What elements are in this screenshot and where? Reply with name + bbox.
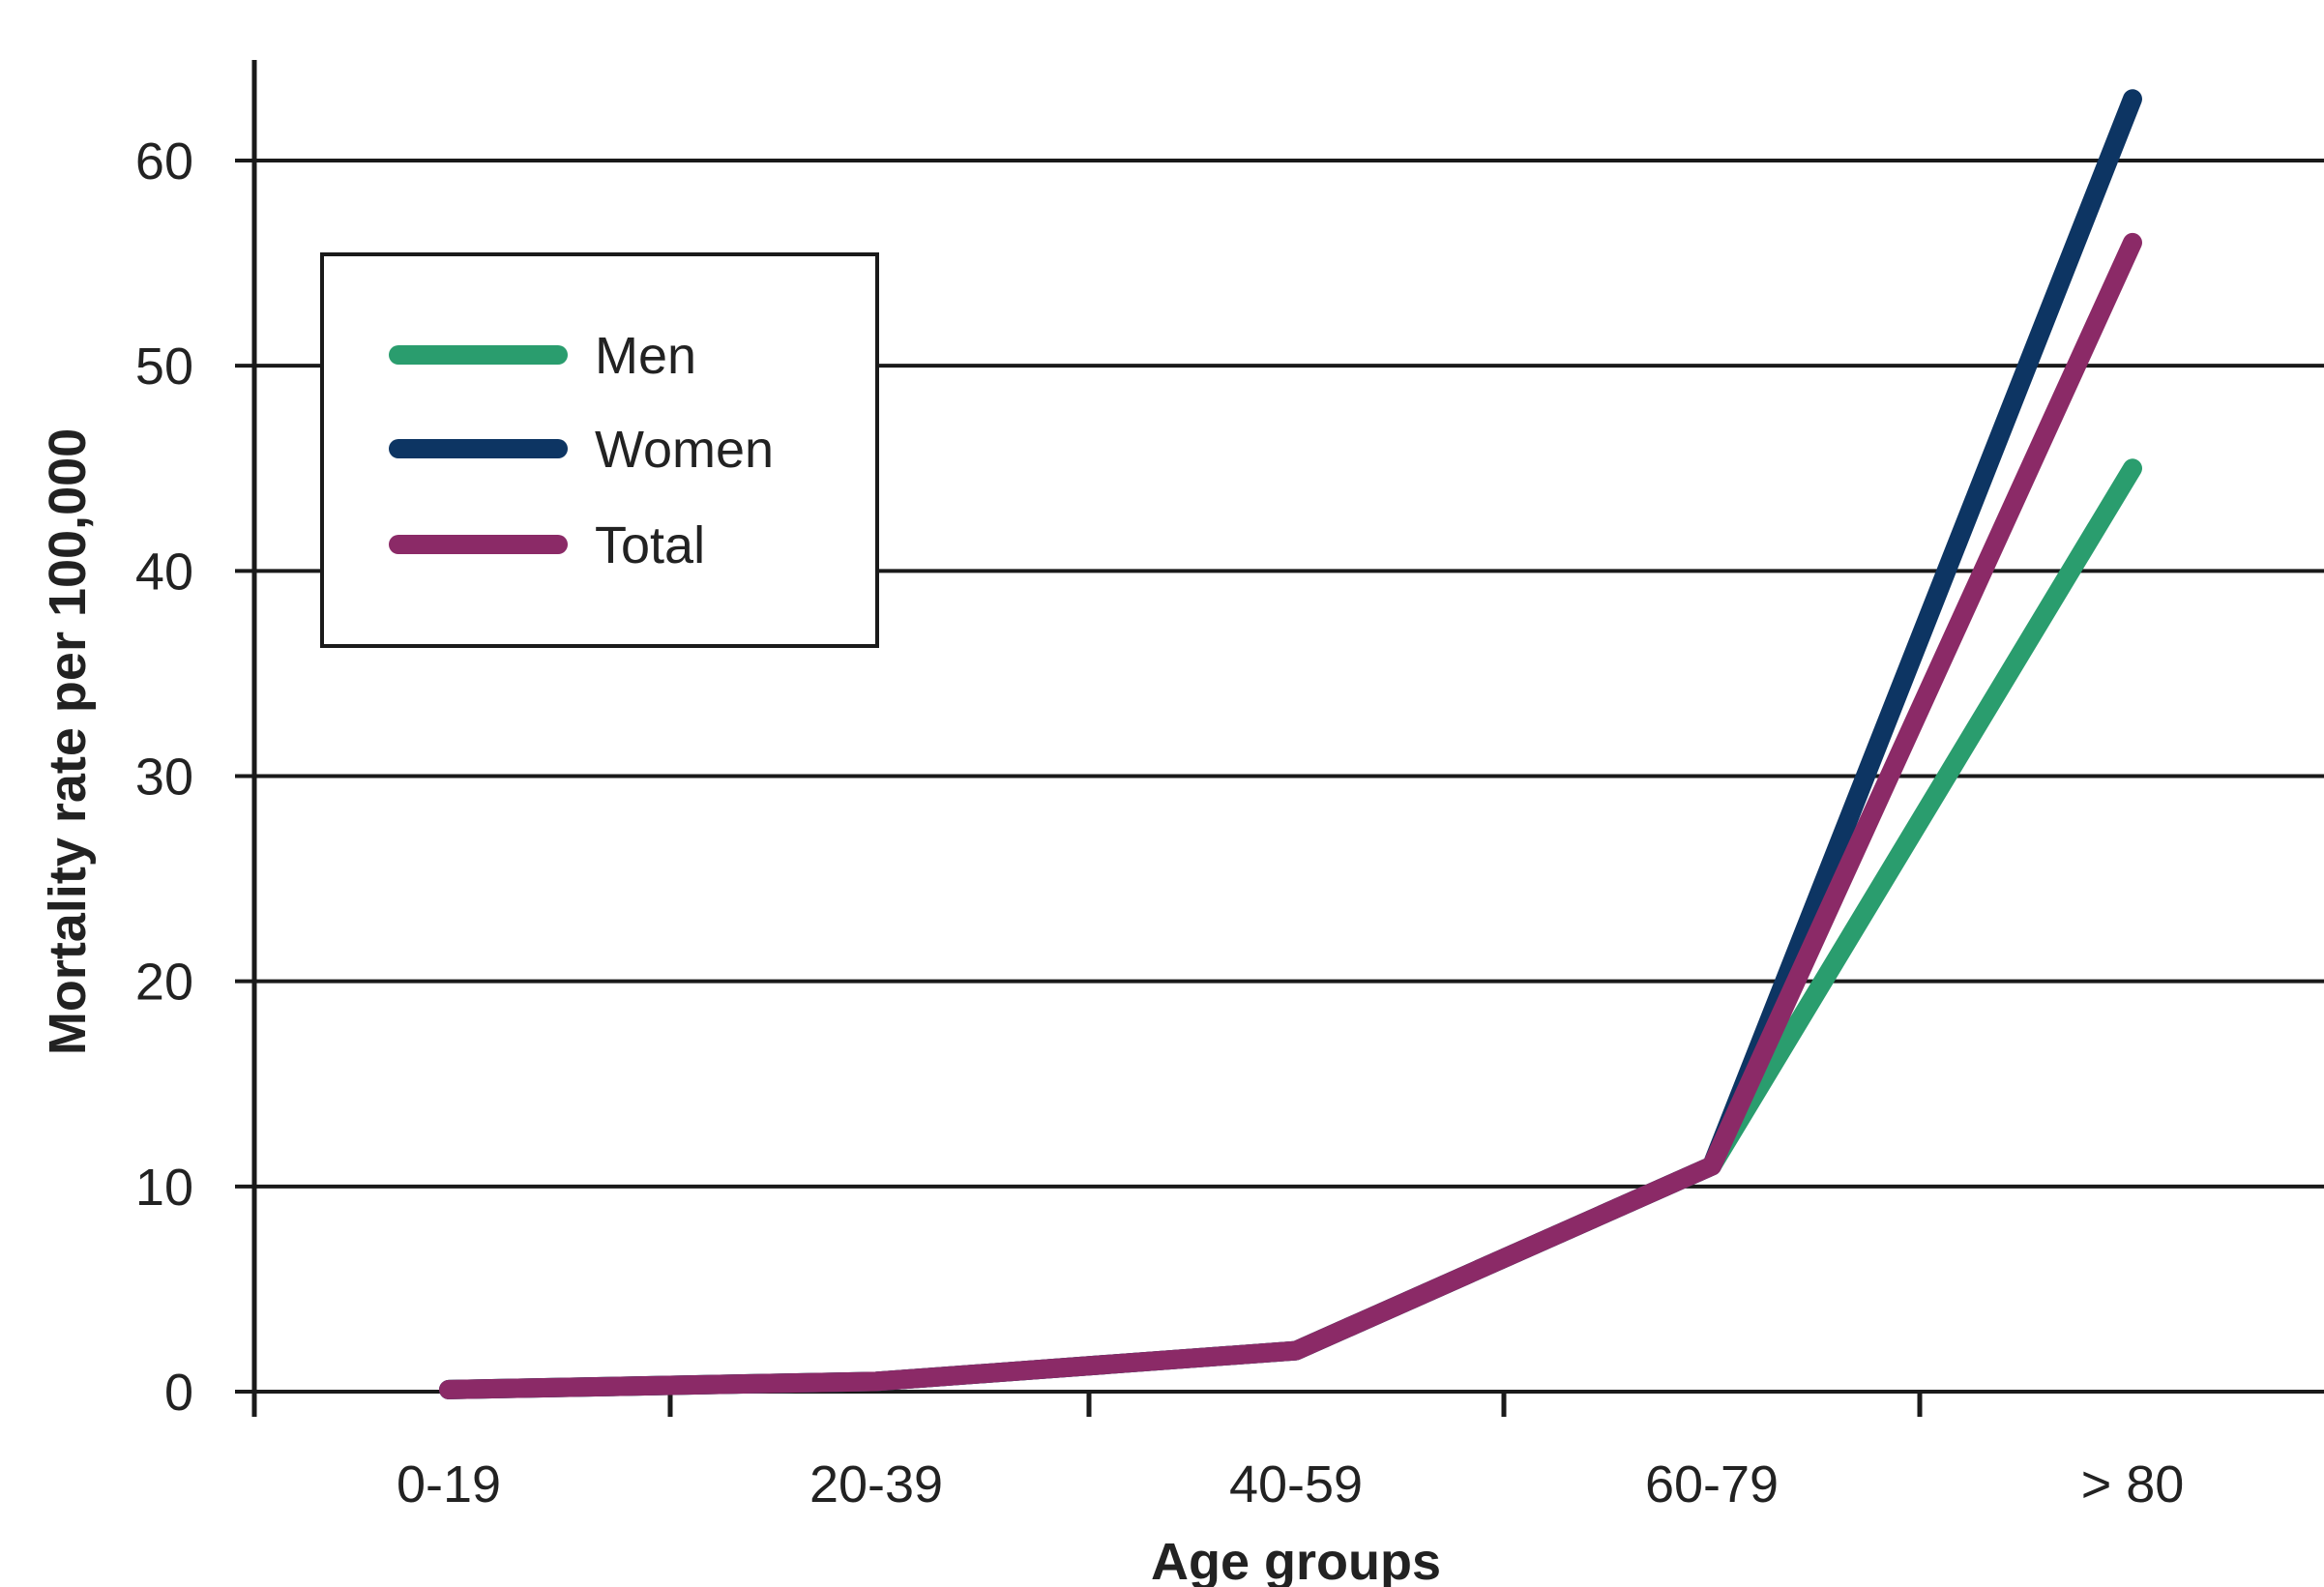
x-axis-title: Age groups	[1151, 1533, 1441, 1587]
legend-label-women: Women	[595, 421, 774, 479]
axes: 0 10 20 30 40 50 60 0-19 20-39 40-59 60-79 > 80	[135, 60, 2184, 1514]
y-tick-label: 0	[164, 1364, 193, 1422]
x-tick-label: 20-39	[809, 1455, 943, 1514]
y-tick-label: 30	[135, 749, 193, 807]
x-tick-label: 40-59	[1229, 1455, 1363, 1514]
legend: Men Women Total	[320, 252, 879, 648]
y-tick-label: 50	[135, 338, 193, 396]
y-tick-label: 60	[135, 132, 193, 191]
series-lines	[439, 89, 2142, 1399]
y-tick-label: 10	[135, 1159, 193, 1217]
series-line-total	[439, 232, 2142, 1399]
legend-label-men: Men	[595, 327, 696, 385]
y-tick-label: 20	[135, 954, 193, 1012]
x-tick-label: > 80	[2081, 1455, 2185, 1514]
y-tick-label: 40	[135, 543, 193, 601]
x-tick-label: 60-79	[1645, 1455, 1779, 1514]
x-tick-label: 0-19	[397, 1455, 501, 1514]
legend-label-total: Total	[595, 516, 705, 574]
y-axis-title: Mortality rate per 100,000	[39, 428, 97, 1055]
